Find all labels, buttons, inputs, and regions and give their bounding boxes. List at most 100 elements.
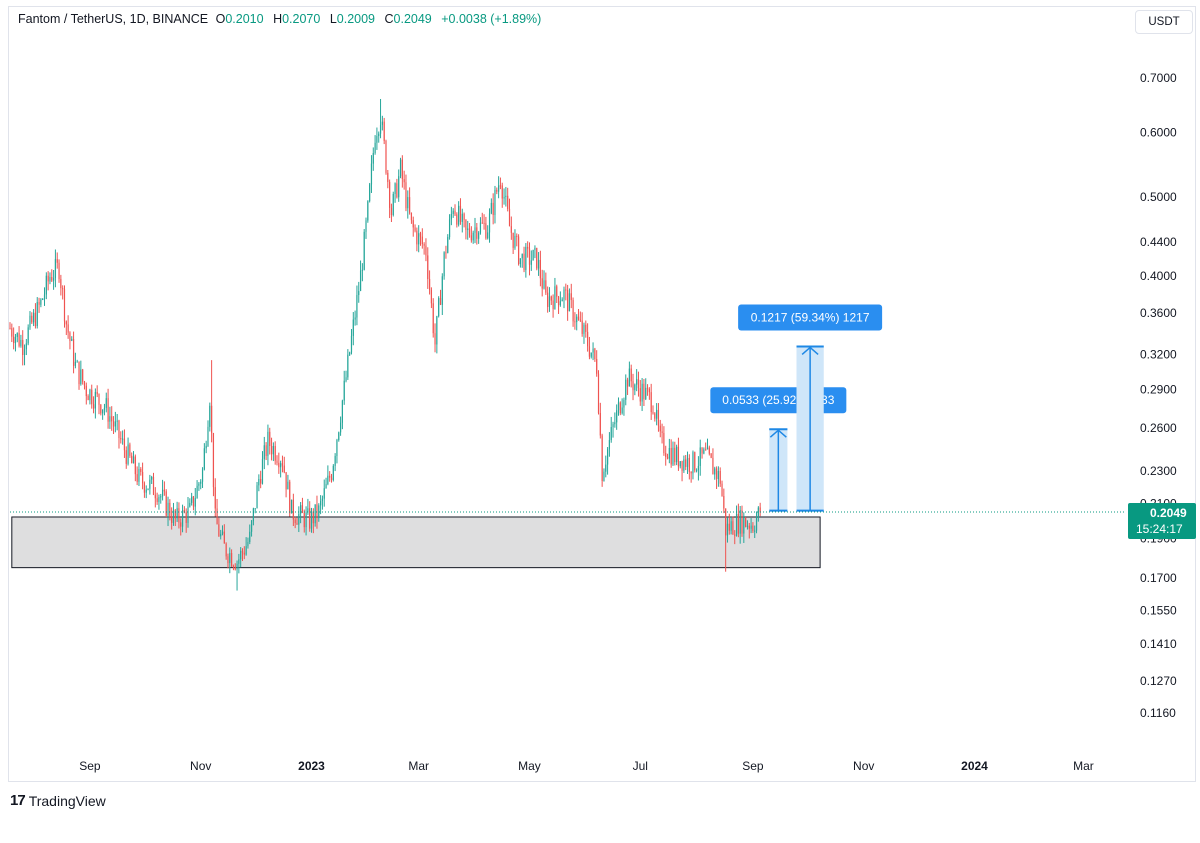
candle-body [256,485,258,509]
candle-body [574,321,576,323]
candle-body [92,404,95,409]
candle-body [58,262,60,280]
candle-body [643,383,645,400]
close-value: 0.2049 [393,12,432,26]
candle-body [652,412,654,414]
candle-body [759,507,761,512]
candle-body [18,333,20,346]
candle-body [543,280,545,289]
candle-body [528,248,531,265]
candle-body [323,488,325,499]
measure-label-box[interactable] [738,304,883,331]
candle-body [496,189,498,192]
candle-body [209,405,211,427]
candle-body [225,543,227,557]
candle-body [467,228,469,230]
support-zone[interactable] [11,516,821,569]
candle-body [201,469,204,482]
candle-body [628,368,630,387]
candle-body [163,489,165,492]
candle-body [648,388,650,393]
tradingview-logo-icon[interactable]: 17 [10,792,26,809]
candle-body [245,546,247,555]
candle-body [481,222,483,224]
candle-body [243,552,245,555]
candle-body [706,447,709,450]
candle-body [278,462,280,468]
candle-body [240,550,242,560]
y-tick-label: 0.2600 [1140,421,1177,435]
candle-body [610,427,612,441]
x-tick-label: 2023 [298,759,325,773]
y-tick-label: 0.1550 [1140,603,1177,617]
candle-body [203,448,205,470]
candle-body [537,259,540,269]
candle-body [632,381,634,391]
candle-body [367,201,369,221]
close-label: C [384,12,394,26]
candle-body [430,290,433,304]
candle-body [656,409,658,419]
x-axis: Sep Nov 2023 Mar May Jul Sep Nov 2024 Mar [79,759,1094,773]
candle-body [29,315,31,328]
candle-body [476,227,478,239]
x-tick-label: Nov [853,759,874,773]
candle-body [294,519,296,524]
candle-body [414,227,416,231]
candle-body [432,303,434,334]
candle-body [22,339,24,355]
candle-body [289,481,291,514]
candle-body [694,452,696,471]
x-tick-label: Sep [742,759,764,773]
candle-body [194,498,196,507]
candle-body [752,525,754,531]
candle-body [534,247,536,251]
candle-body [227,556,229,564]
candle-body [567,290,569,312]
y-tick-label: 0.1270 [1140,674,1177,688]
footer: 17 TradingView [10,792,106,809]
candle-body [672,447,674,465]
candle-body [441,276,443,305]
candle-body [229,553,231,564]
candle-body [717,471,719,479]
candle-body [276,460,278,463]
candle-body [385,140,387,173]
candle-body [334,456,336,466]
y-tick-label: 0.3600 [1140,306,1177,320]
measure-label: 0.1217 (59.34%) 1217 [751,310,870,324]
candle-body [216,508,218,525]
candle-body [616,410,618,423]
candle-body [559,301,561,306]
candle-body [272,446,274,455]
candle-body [592,348,594,353]
candle-body [47,275,49,282]
candle-body [43,294,46,300]
candle-body [38,302,40,305]
candle-body [507,195,509,209]
candle-body [570,293,572,301]
candle-body [76,361,78,363]
candle-body [171,516,173,523]
candle-body [568,293,571,312]
candle-body [498,185,500,192]
candle-body [723,496,725,509]
candle-body [588,346,591,357]
candle-body [503,196,505,199]
currency-button[interactable]: USDT [1135,10,1193,34]
candle-body [318,505,320,519]
candle-body [523,253,525,270]
candle-body [332,465,334,480]
candle-body [300,505,302,514]
candle-body [247,541,249,547]
candle-body [82,369,84,382]
high-value: 0.2070 [282,12,321,26]
candle-body [712,457,714,475]
price-tag-layer: 0.2049 15:24:17 [10,502,1196,539]
candle-body [428,278,431,291]
candle-body [354,317,356,320]
symbol-title[interactable]: Fantom / TetherUS, 1D, BINANCE [18,12,209,26]
candle-body [454,210,456,215]
